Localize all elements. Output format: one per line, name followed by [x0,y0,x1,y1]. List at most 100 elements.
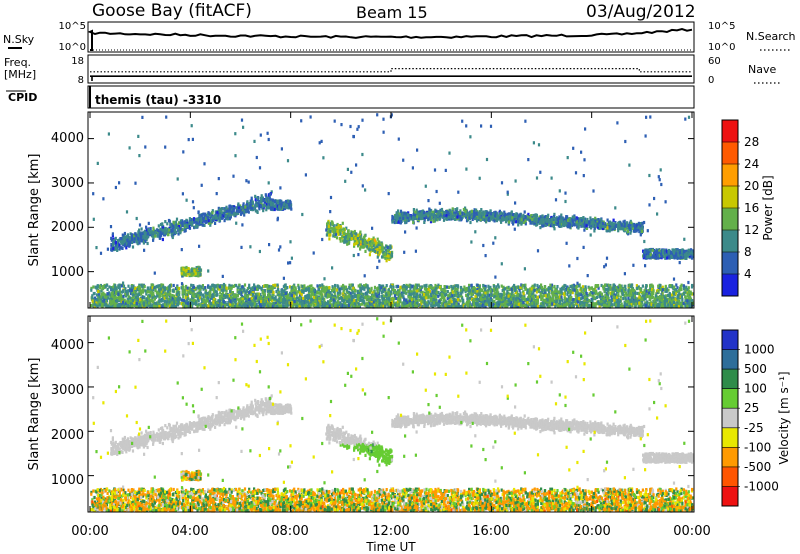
echo-cell [482,210,485,214]
echo-cell [138,241,141,245]
echo-cell [193,220,196,224]
echo-cell [270,198,273,202]
echo-cell [359,245,362,249]
echo-cell [566,224,569,228]
echo-cell [441,210,444,214]
echo-cell [666,256,669,260]
echo-cell [567,218,570,223]
echo-cell [366,245,369,249]
echo-cell [135,233,138,237]
noise-sky-line [87,27,693,51]
echo-cell [664,255,667,259]
echo-cell [175,217,179,221]
echo-cell [121,236,124,240]
echo-cell [675,253,678,257]
echo-cell [636,226,639,230]
echo-cell [562,221,565,225]
echo-cell [417,212,420,216]
echo-cell [265,194,268,198]
echo-cell [478,215,482,219]
echo-cell [377,249,381,253]
echo-cell [661,255,664,259]
echo-cell [622,220,625,224]
echo-cell [529,218,532,222]
echo-cell [577,226,580,230]
echo-cell [127,241,130,245]
echo-cell [420,215,424,220]
echo-cell [125,242,128,246]
echo-cell [419,214,422,218]
echo-cell [269,200,272,204]
echo-cell [339,225,343,229]
echo-cell [146,241,149,246]
echo-cell [137,236,140,241]
echo-cell [673,253,676,258]
echo-cell [201,223,204,227]
echo-cell [475,208,478,212]
echo-cell [258,207,261,211]
echo-cell [496,214,499,218]
echo-cell [442,211,445,215]
echo-cell [159,227,162,231]
echo-cell [237,209,240,213]
noise-left-tick-bottom: 10^0 [59,42,86,53]
echo-cell [128,236,131,240]
echo-cell [195,223,198,228]
echo-cell [328,233,331,237]
echo-cell [256,196,259,200]
echo-cell [359,239,362,243]
echo-cell [363,234,366,238]
echo-cell [656,252,659,256]
echo-cell [472,210,475,214]
echo-cell [370,246,373,250]
echo-cell [593,229,596,233]
echo-cell [156,233,159,237]
echo-cell [670,254,673,259]
echo-cell [145,238,148,242]
echo-cell [550,215,553,220]
echo-cell [680,255,683,260]
echo-cell [227,209,230,213]
echo-cell [651,248,654,252]
echo-cell [142,234,145,239]
echo-cell [548,219,551,223]
echo-cell [185,265,188,270]
echo-cell [358,232,362,236]
echo-cell [250,196,253,200]
echo-cell [163,231,166,235]
echo-cell [517,214,520,218]
echo-cell [202,212,205,216]
noise-left-tick-top: 10^5 [59,21,86,32]
echo-cell [125,246,128,250]
echo-cell [372,239,375,243]
echo-cell [159,230,162,234]
echo-cell [546,221,549,225]
echo-cell [642,256,645,260]
echo-cell [184,220,187,224]
echo-cell [446,211,450,215]
echo-cell [653,250,656,254]
echo-cell [131,245,135,249]
echo-cell [422,216,425,220]
echo-cell [265,202,268,207]
echo-cell [511,216,514,220]
echo-cell [367,238,370,242]
echo-cell [244,205,247,209]
echo-cell [462,207,465,212]
echo-cell [624,227,627,231]
echo-cell [585,224,588,228]
echo-cell [456,215,459,219]
echo-cell [514,220,517,224]
echo-cell [475,212,478,216]
echo-cell [668,255,671,259]
echo-cell [550,217,553,221]
echo-cell [459,209,462,213]
echo-cell [415,208,418,212]
echo-cell [396,215,399,219]
freq-label-line1: Freq. [4,56,31,69]
echo-cell [193,218,196,222]
echo-cell [261,205,264,209]
echo-cell [524,215,527,219]
echo-cell [520,221,523,225]
